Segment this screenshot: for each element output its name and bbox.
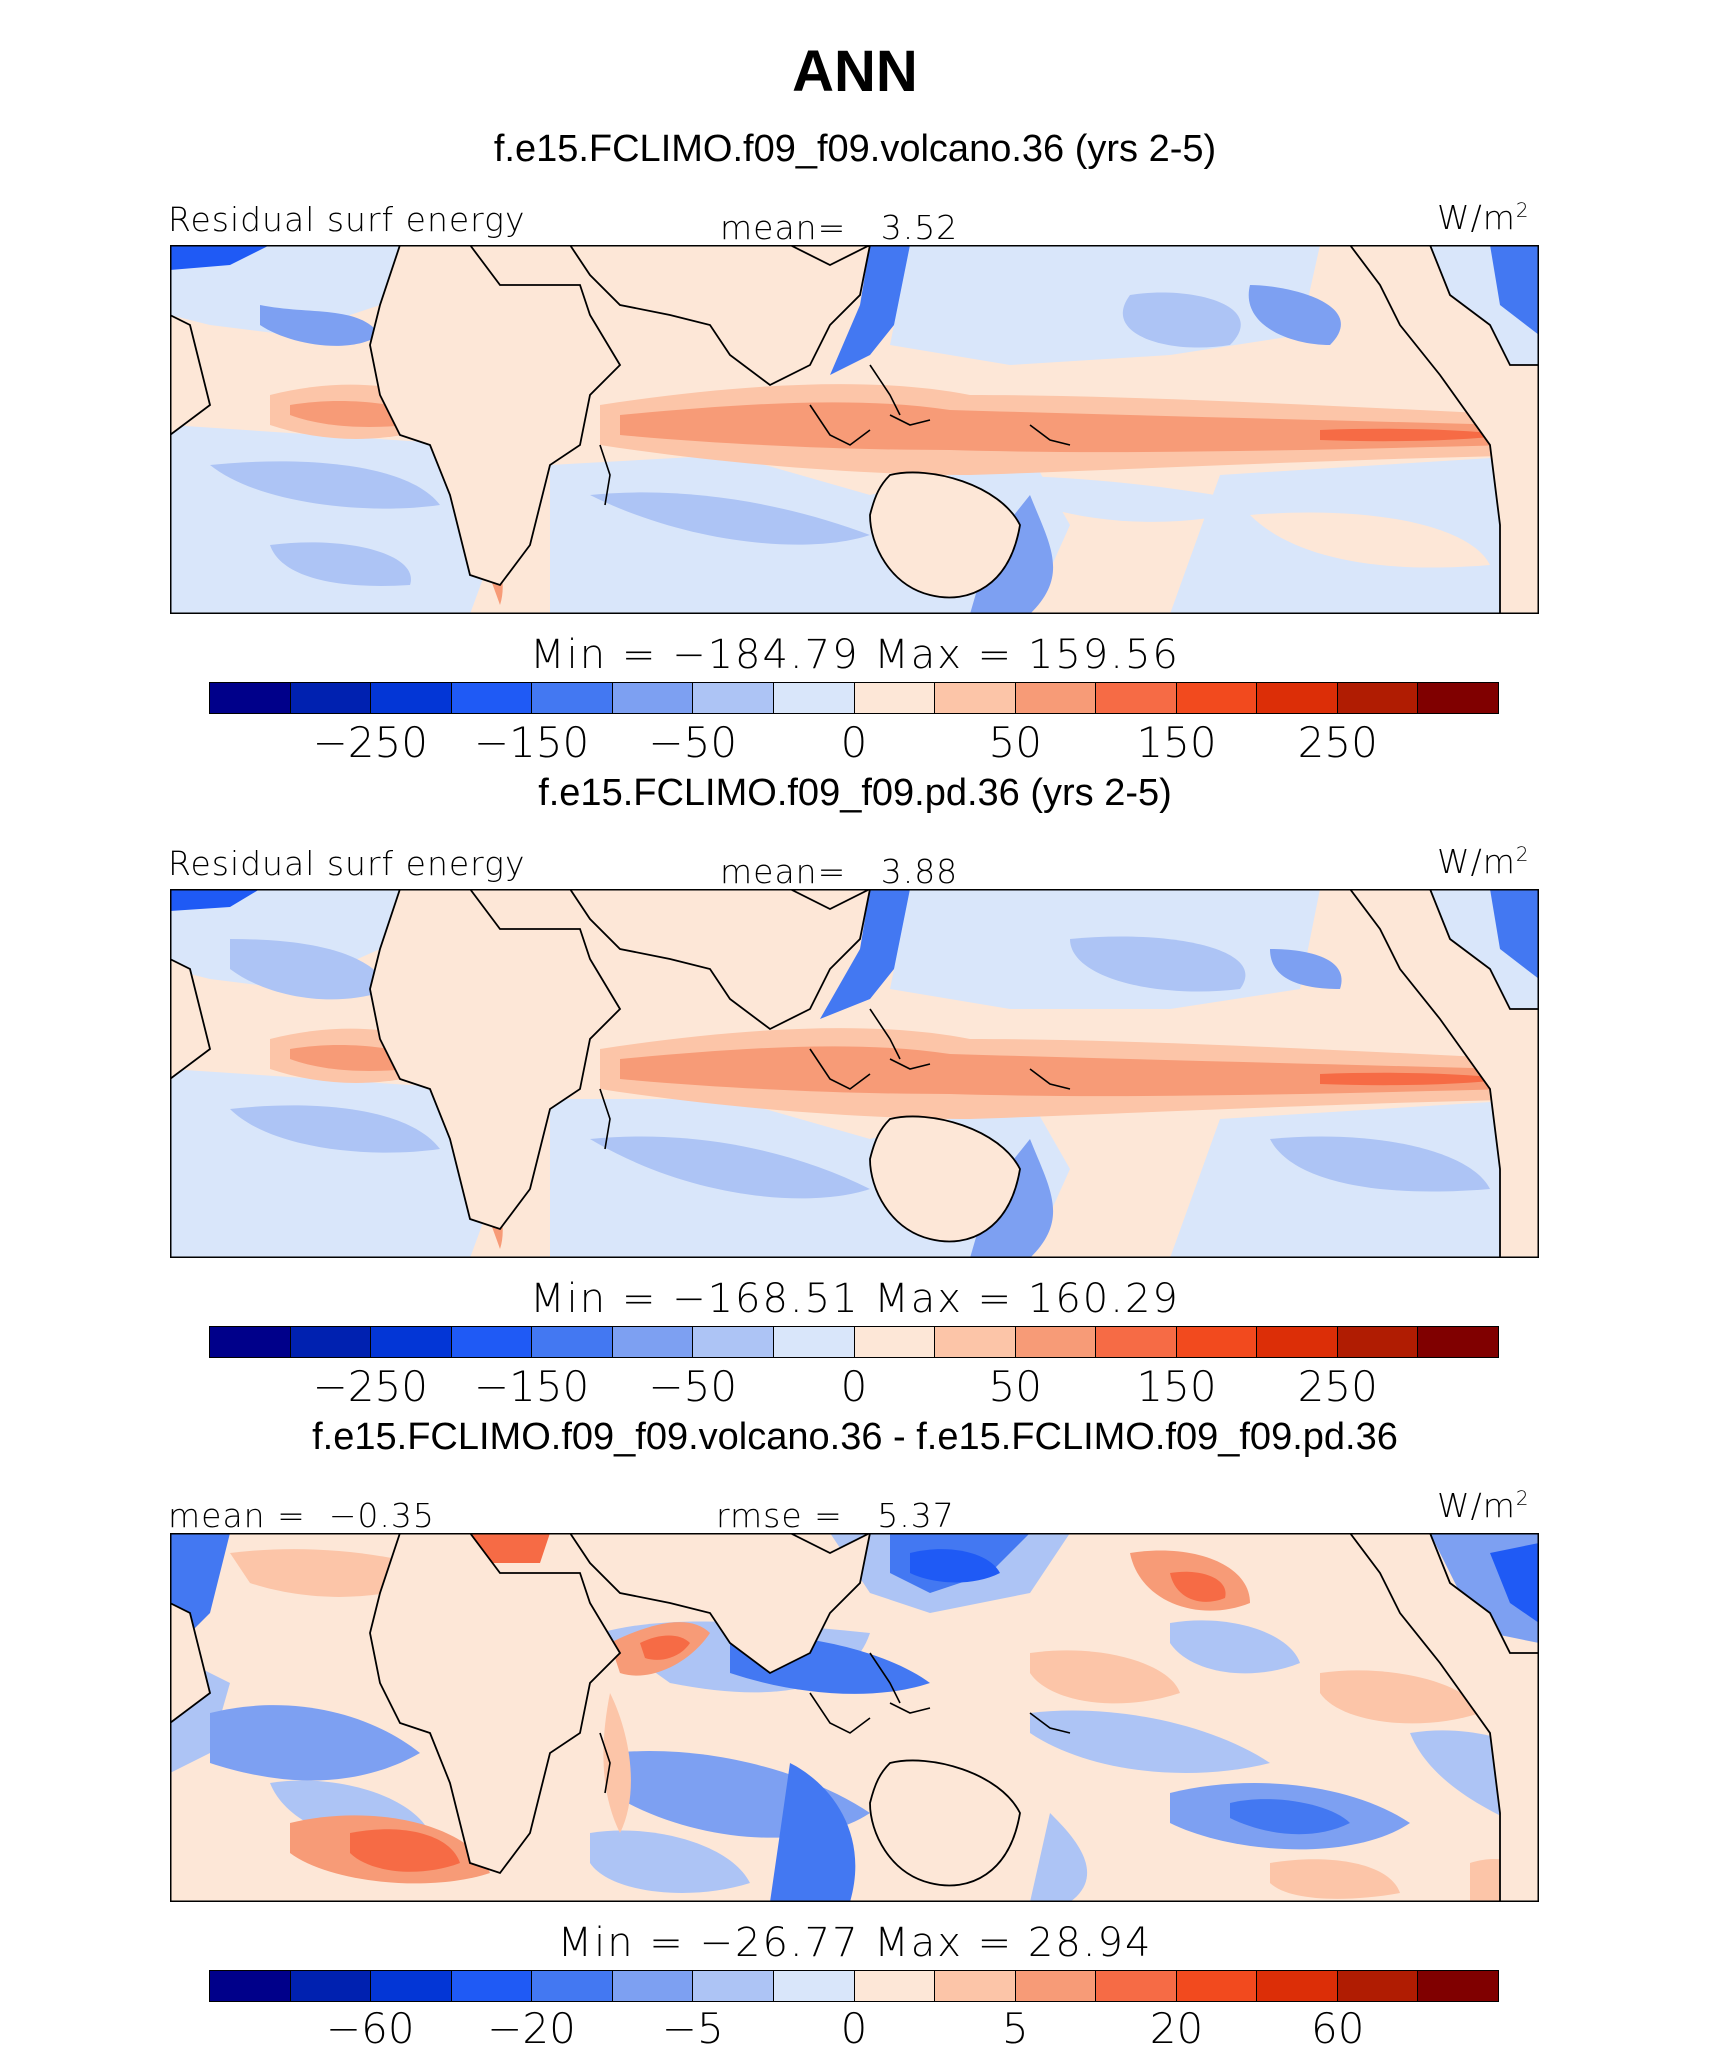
colorbar-swatch — [1257, 1971, 1338, 2001]
panel-3-units: W/m2 — [1437, 1486, 1530, 1525]
colorbar-tick-label: −150 — [473, 718, 590, 767]
colorbar-swatch — [693, 1971, 774, 2001]
colorbar-swatch — [854, 1971, 936, 2001]
colorbar-swatch — [854, 1327, 936, 1357]
colorbar-swatch — [1418, 1327, 1498, 1357]
colorbar-swatch — [1096, 683, 1177, 713]
colorbar-swatch — [451, 1971, 533, 2001]
colorbar-swatch — [773, 1971, 855, 2001]
panel-1-units: W/m2 — [1437, 198, 1530, 237]
panel-2-mean-label: mean= 3.88 — [720, 852, 959, 891]
colorbar-swatch — [290, 683, 372, 713]
colorbar-swatch — [1015, 1971, 1097, 2001]
colorbar-swatch — [612, 1971, 694, 2001]
colorbar-tick-label: 0 — [840, 2004, 868, 2053]
colorbar-swatch — [210, 1971, 291, 2001]
islands — [599, 1008, 1071, 1150]
page-title: ANN — [792, 39, 918, 104]
colorbar-swatch — [371, 1971, 452, 2001]
colorbar-tick-label: −5 — [661, 2004, 724, 2053]
colorbar-swatch — [371, 1327, 452, 1357]
colorbar-tick-label: −150 — [473, 1362, 590, 1411]
colorbar-swatch — [1015, 683, 1097, 713]
colorbar-tick-label: −250 — [312, 1362, 428, 1411]
panel-3-map — [170, 1533, 1539, 1902]
coastlines — [170, 1533, 1539, 1902]
colorbar-tick-label: 50 — [988, 718, 1042, 767]
colorbar-tick-label: −250 — [312, 718, 428, 767]
colorbar-tick-label: 50 — [988, 1362, 1042, 1411]
colorbar-tick-label: 150 — [1136, 1362, 1217, 1411]
colorbar-tick-label: 250 — [1297, 718, 1378, 767]
colorbar-swatch — [532, 683, 613, 713]
colorbar-swatch — [1015, 1327, 1097, 1357]
colorbar-swatch — [1337, 683, 1419, 713]
colorbar-swatch — [1337, 1971, 1419, 2001]
colorbar-swatch — [1176, 1327, 1258, 1357]
colorbar-swatch — [854, 683, 936, 713]
colorbar-swatch — [210, 1327, 291, 1357]
panel-2-units: W/m2 — [1437, 842, 1530, 881]
colorbar-swatch — [612, 1327, 694, 1357]
panel-1-colorbar — [209, 682, 1499, 714]
colorbar-swatch — [935, 1971, 1016, 2001]
panel-3-rmse-label: rmse = 5.37 — [716, 1496, 955, 1535]
panel-2-min-max: Min = −168.51 Max = 160.29 — [530, 1276, 1180, 1322]
panel-1-min-max: Min = −184.79 Max = 159.56 — [530, 632, 1180, 678]
colorbar-swatch — [1176, 683, 1258, 713]
colorbar-tick-label: 0 — [840, 718, 868, 767]
colorbar-tick-label: −20 — [487, 2004, 576, 2053]
colorbar-swatch — [1096, 1971, 1177, 2001]
colorbar-tick-label: 250 — [1297, 1362, 1378, 1411]
coastlines — [170, 245, 1539, 614]
colorbar-tick-label: −50 — [648, 718, 738, 767]
colorbar-swatch — [693, 683, 774, 713]
colorbar-swatch — [532, 1971, 613, 2001]
colorbar-swatch — [532, 1327, 613, 1357]
colorbar-swatch — [1096, 1327, 1177, 1357]
colorbar-swatch — [935, 683, 1016, 713]
colorbar-swatch — [612, 683, 694, 713]
colorbar-swatch — [1257, 683, 1338, 713]
panel-1-title: f.e15.FCLIMO.f09_f09.volcano.36 (yrs 2-5… — [493, 128, 1217, 170]
colorbar-swatch — [451, 683, 533, 713]
colorbar-swatch — [1337, 1327, 1419, 1357]
colorbar-swatch — [1257, 1327, 1338, 1357]
colorbar-swatch — [210, 683, 291, 713]
colorbar-swatch — [693, 1327, 774, 1357]
panel-3-mean-label: mean = −0.35 — [168, 1496, 435, 1535]
panel-3-colorbar — [209, 1970, 1499, 2002]
colorbar-swatch — [371, 683, 452, 713]
colorbar-swatch — [1418, 683, 1498, 713]
colorbar-swatch — [935, 1327, 1016, 1357]
panel-3-min-max: Min = −26.77 Max = 28.94 — [557, 1920, 1153, 1966]
colorbar-swatch — [290, 1971, 372, 2001]
panel-2-colorbar — [209, 1326, 1499, 1358]
colorbar-swatch — [451, 1327, 533, 1357]
panel-2-title: f.e15.FCLIMO.f09_f09.pd.36 (yrs 2-5) — [538, 772, 1172, 814]
colorbar-tick-label: 60 — [1311, 2004, 1365, 2053]
colorbar-tick-label: 20 — [1149, 2004, 1204, 2053]
colorbar-tick-label: −60 — [325, 2004, 415, 2053]
colorbar-swatch — [773, 1327, 855, 1357]
coastlines — [170, 889, 1539, 1258]
panel-1-mean-label: mean= 3.52 — [720, 208, 959, 247]
colorbar-swatch — [1418, 1971, 1498, 2001]
colorbar-swatch — [773, 683, 855, 713]
panel-3-title: f.e15.FCLIMO.f09_f09.volcano.36 - f.e15.… — [312, 1416, 1398, 1458]
colorbar-tick-label: −50 — [648, 1362, 738, 1411]
islands — [599, 1652, 1071, 1794]
panel-1-map — [170, 245, 1539, 614]
panel-2-variable-label: Residual surf energy — [168, 844, 526, 883]
colorbar-tick-label: 5 — [1001, 2004, 1029, 2053]
colorbar-swatch — [1176, 1971, 1258, 2001]
colorbar-tick-label: 0 — [840, 1362, 868, 1411]
panel-1-variable-label: Residual surf energy — [168, 200, 526, 239]
colorbar-swatch — [290, 1327, 372, 1357]
islands — [599, 364, 1071, 506]
colorbar-tick-label: 150 — [1136, 718, 1217, 767]
panel-2-map — [170, 889, 1539, 1258]
